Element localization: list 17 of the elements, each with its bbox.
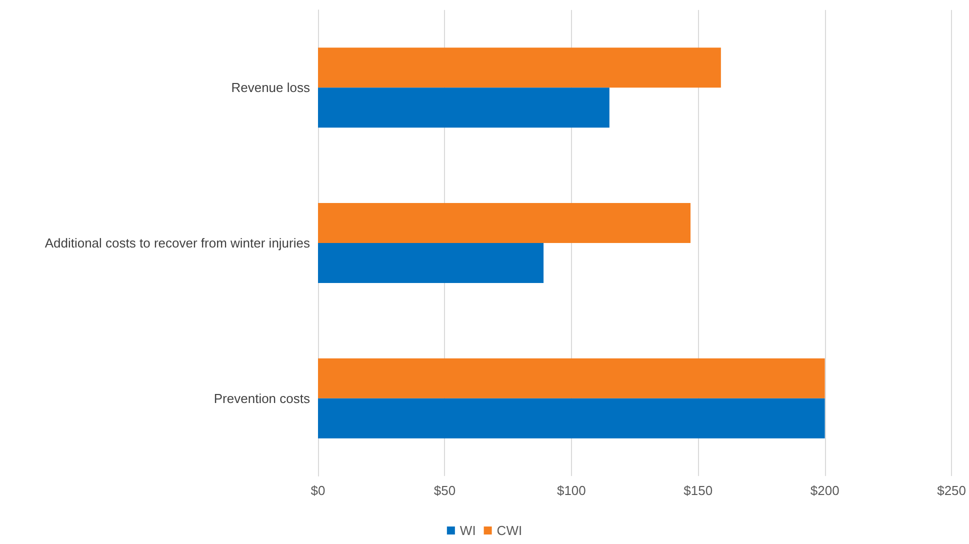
legend-label: CWI [496,523,522,538]
bar [318,203,691,243]
x-tick-label: $200 [810,483,840,498]
bar [318,358,825,398]
y-tick-label: Revenue loss [231,80,310,96]
bar [318,243,544,283]
bar [318,88,610,128]
x-tick-label: $150 [684,483,713,498]
y-tick-label: Prevention costs [214,390,310,406]
x-tick-label: $250 [937,483,966,498]
x-tick-label: $50 [434,483,456,498]
x-tick-label: $0 [310,483,326,498]
x-tick-label: $100 [556,483,586,498]
bar [318,398,825,438]
y-tick-label: Additional costs to recover from winter injuries [44,236,310,250]
legend-label: WI [460,523,476,538]
bar [318,48,721,88]
